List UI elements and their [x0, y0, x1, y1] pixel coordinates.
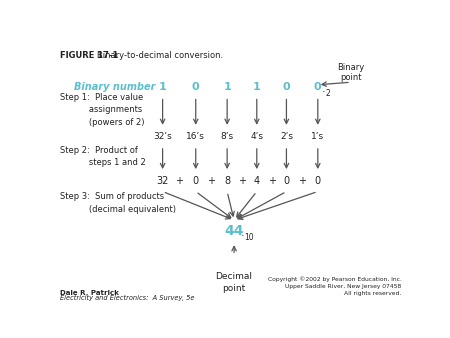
Text: 8: 8: [224, 176, 230, 186]
Text: 0: 0: [315, 176, 321, 186]
Text: +: +: [238, 176, 246, 186]
Text: 4’s: 4’s: [250, 132, 263, 141]
Text: +: +: [207, 176, 216, 186]
Text: +: +: [298, 176, 306, 186]
Text: 1: 1: [223, 82, 231, 92]
Text: 1: 1: [253, 82, 261, 92]
Text: 2’s: 2’s: [280, 132, 293, 141]
Text: Step 1:  Place value
           assignments
           (powers of 2): Step 1: Place value assignments (powers …: [60, 93, 144, 126]
Text: Step 2:  Product of
           steps 1 and 2: Step 2: Product of steps 1 and 2: [60, 146, 145, 167]
Text: 0: 0: [314, 82, 322, 92]
Text: 2: 2: [325, 89, 330, 98]
Text: 32’s: 32’s: [153, 132, 172, 141]
Text: 0: 0: [192, 82, 199, 92]
Text: Copyright ©2002 by Pearson Education, Inc.
Upper Saddle River, New Jersey 07458
: Copyright ©2002 by Pearson Education, In…: [268, 277, 401, 296]
Text: Step 3:  Sum of products
           (decimal equivalent): Step 3: Sum of products (decimal equival…: [60, 192, 176, 214]
Text: 32: 32: [157, 176, 169, 186]
Text: .: .: [240, 227, 244, 238]
Text: 10: 10: [245, 233, 254, 242]
Text: FIGURE 17-1: FIGURE 17-1: [60, 51, 118, 61]
Text: Electricity and Electronics:  A Survey, 5e: Electricity and Electronics: A Survey, 5…: [60, 295, 194, 301]
Text: 16’s: 16’s: [186, 132, 205, 141]
Text: 0: 0: [284, 176, 289, 186]
Text: 1: 1: [159, 82, 166, 92]
Text: +: +: [175, 176, 183, 186]
Text: 44: 44: [225, 223, 244, 238]
Text: Dale R. Patrick: Dale R. Patrick: [60, 290, 119, 296]
Text: 4: 4: [254, 176, 260, 186]
Text: Decimal
point: Decimal point: [216, 272, 252, 293]
Text: 0: 0: [193, 176, 199, 186]
Text: Binary number: Binary number: [74, 82, 155, 92]
Text: 8’s: 8’s: [220, 132, 234, 141]
Text: 0: 0: [283, 82, 290, 92]
Text: Binary
point: Binary point: [338, 63, 364, 82]
Text: +: +: [268, 176, 275, 186]
Text: 1’s: 1’s: [311, 132, 324, 141]
Text: Binary-to-decimal conversion.: Binary-to-decimal conversion.: [90, 51, 224, 61]
Text: .: .: [321, 84, 325, 95]
